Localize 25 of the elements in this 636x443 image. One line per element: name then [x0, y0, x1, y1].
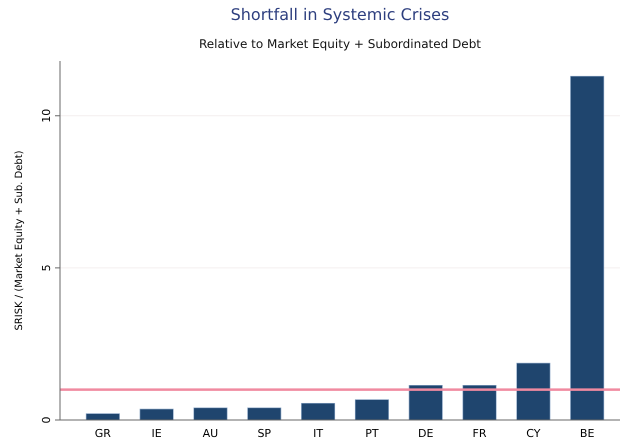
x-tick-label: BE [580, 427, 594, 440]
x-tick-label: SP [257, 427, 272, 440]
x-tick-label: IT [313, 427, 324, 440]
x-tick-label: CY [526, 427, 541, 440]
x-tick-label: AU [202, 427, 218, 440]
bar [570, 76, 604, 420]
y-tick-label: 0 [40, 416, 53, 424]
y-tick-label: 10 [40, 108, 53, 123]
x-tick-label: DE [418, 427, 434, 440]
x-tick-label: GR [94, 427, 112, 440]
bar [516, 362, 550, 420]
chart-subtitle: Relative to Market Equity + Subordinated Debt [198, 37, 482, 51]
bar [140, 408, 174, 420]
x-tick-label: IE [152, 427, 162, 440]
bar [354, 399, 389, 420]
bar [408, 385, 443, 420]
x-tick-label: FR [472, 427, 487, 440]
bar [462, 385, 497, 420]
y-axis-title: SRISK / (Market Equity + Sub. Debt) [14, 150, 25, 331]
x-tick-label: PT [365, 427, 379, 440]
bar [247, 408, 282, 420]
bar [301, 402, 336, 420]
chart-title: Shortfall in Systemic Crises [230, 5, 450, 24]
y-tick-label: 5 [40, 264, 53, 272]
bar [193, 408, 228, 420]
